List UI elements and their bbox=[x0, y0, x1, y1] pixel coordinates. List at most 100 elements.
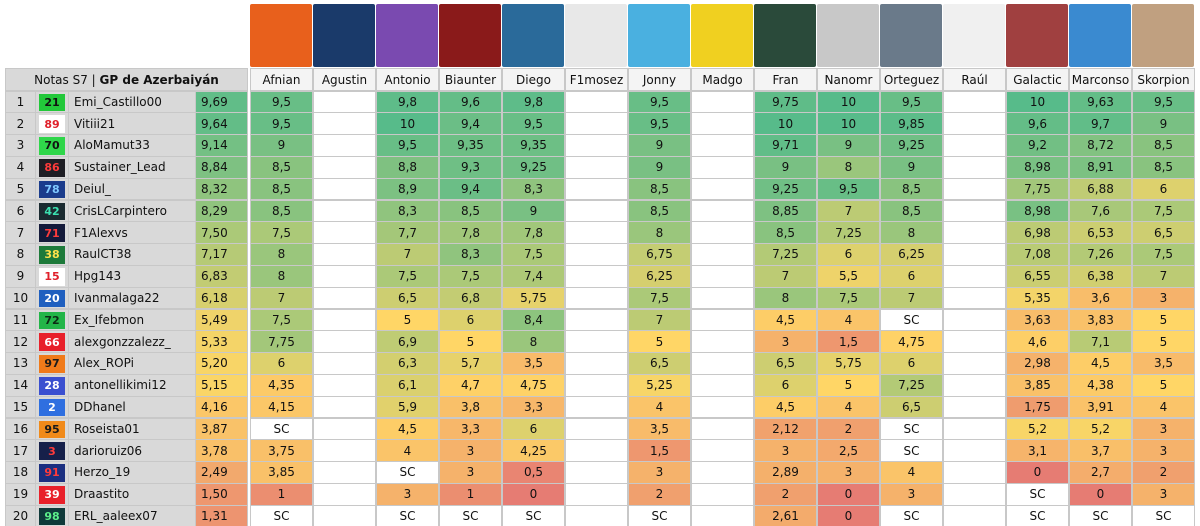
score-cell: 4,75 bbox=[502, 373, 565, 397]
average-score: 8,84 bbox=[195, 155, 248, 179]
score-cell bbox=[943, 461, 1006, 484]
score-cell bbox=[943, 90, 1006, 114]
score-cell: 9,35 bbox=[502, 134, 565, 157]
rank: 8 bbox=[5, 243, 36, 266]
rank: 9 bbox=[5, 264, 36, 288]
score-cell: 8 bbox=[628, 221, 691, 245]
score-cell: 9,5 bbox=[880, 90, 943, 114]
score-cell: 6,55 bbox=[1006, 264, 1069, 288]
driver-name: F1Alexvs bbox=[68, 221, 196, 245]
score-cell: 4 bbox=[817, 395, 880, 419]
score-cell: 0 bbox=[502, 482, 565, 506]
score-cell bbox=[565, 352, 628, 375]
judge-name: Skorpion bbox=[1132, 68, 1195, 91]
score-cell bbox=[943, 134, 1006, 157]
score-cell bbox=[313, 482, 376, 506]
score-cell: 8,5 bbox=[250, 199, 313, 223]
score-cell: SC bbox=[880, 417, 943, 441]
score-cell: 8 bbox=[880, 221, 943, 245]
score-cell: 9 bbox=[880, 155, 943, 179]
score-cell bbox=[565, 112, 628, 136]
score-cell: 8,3 bbox=[376, 199, 439, 223]
score-cell: 7,5 bbox=[376, 264, 439, 288]
score-cell: SC bbox=[1006, 482, 1069, 506]
score-cell: 1 bbox=[250, 482, 313, 506]
score-cell: 9,6 bbox=[439, 90, 502, 114]
score-cell bbox=[943, 439, 1006, 463]
driver-name: ERL_aaleex07 bbox=[68, 504, 196, 526]
score-cell bbox=[691, 482, 754, 506]
score-cell: 8,8 bbox=[376, 155, 439, 179]
score-cell: 3 bbox=[628, 461, 691, 484]
score-cell bbox=[943, 221, 1006, 245]
driver-name: CrisLCarpintero bbox=[68, 199, 196, 223]
score-cell: 3 bbox=[817, 461, 880, 484]
driver-name: Ivanmalaga22 bbox=[68, 286, 196, 310]
score-cell bbox=[691, 373, 754, 397]
score-cell: 1 bbox=[439, 482, 502, 506]
score-cell: 3 bbox=[439, 439, 502, 463]
score-cell: 5,9 bbox=[376, 395, 439, 419]
score-cell bbox=[565, 90, 628, 114]
rank: 3 bbox=[5, 134, 36, 157]
score-cell: 7,5 bbox=[439, 264, 502, 288]
score-cell bbox=[565, 308, 628, 332]
rank: 15 bbox=[5, 395, 36, 419]
car-number: 70 bbox=[39, 137, 65, 155]
score-cell bbox=[313, 417, 376, 441]
score-cell: 8,5 bbox=[628, 199, 691, 223]
score-cell: 8,5 bbox=[628, 177, 691, 201]
score-cell bbox=[313, 177, 376, 201]
score-cell: SC bbox=[628, 504, 691, 526]
score-cell: 9,71 bbox=[754, 134, 817, 157]
score-cell bbox=[313, 221, 376, 245]
car-number: 28 bbox=[39, 376, 65, 395]
score-cell bbox=[313, 352, 376, 375]
badge-cell: 66 bbox=[35, 330, 69, 354]
driver-name: Emi_Castillo00 bbox=[68, 90, 196, 114]
score-cell: 7 bbox=[250, 286, 313, 310]
score-cell: 9,75 bbox=[754, 90, 817, 114]
score-cell: 4,35 bbox=[250, 373, 313, 397]
score-cell: SC bbox=[502, 504, 565, 526]
score-cell: 9 bbox=[250, 134, 313, 157]
score-cell: 8,5 bbox=[754, 221, 817, 245]
score-cell: 6,25 bbox=[880, 243, 943, 266]
score-cell bbox=[691, 90, 754, 114]
score-cell bbox=[943, 177, 1006, 201]
score-cell: 8 bbox=[502, 330, 565, 354]
score-cell bbox=[691, 243, 754, 266]
score-cell: 8,5 bbox=[880, 199, 943, 223]
score-cell: 10 bbox=[1006, 90, 1069, 114]
score-cell: 4 bbox=[880, 461, 943, 484]
score-cell bbox=[943, 417, 1006, 441]
rank: 17 bbox=[5, 439, 36, 463]
score-cell: 2,98 bbox=[1006, 352, 1069, 375]
car-number: 20 bbox=[39, 289, 65, 308]
judge-avatar bbox=[1069, 4, 1131, 67]
score-cell bbox=[313, 243, 376, 266]
score-cell: 8 bbox=[250, 264, 313, 288]
score-cell: 2 bbox=[628, 482, 691, 506]
score-cell: 1,75 bbox=[1006, 395, 1069, 419]
score-cell: SC bbox=[880, 308, 943, 332]
score-cell: 2,89 bbox=[754, 461, 817, 484]
score-cell bbox=[313, 199, 376, 223]
judge-name: Madgo bbox=[691, 68, 754, 91]
score-cell: 4 bbox=[1132, 395, 1195, 419]
score-cell bbox=[565, 373, 628, 397]
score-cell: 8 bbox=[817, 155, 880, 179]
rank: 18 bbox=[5, 461, 36, 484]
badge-cell: 91 bbox=[35, 461, 69, 484]
score-cell bbox=[565, 199, 628, 223]
score-cell: 4,75 bbox=[880, 330, 943, 354]
rank: 7 bbox=[5, 221, 36, 245]
score-cell: 6,5 bbox=[376, 286, 439, 310]
score-cell: SC bbox=[376, 504, 439, 526]
car-number: 91 bbox=[39, 464, 65, 482]
score-cell: 7,8 bbox=[439, 221, 502, 245]
score-cell: 7,4 bbox=[502, 264, 565, 288]
score-cell: 4,38 bbox=[1069, 373, 1132, 397]
score-cell: 4,5 bbox=[376, 417, 439, 441]
score-cell bbox=[943, 482, 1006, 506]
